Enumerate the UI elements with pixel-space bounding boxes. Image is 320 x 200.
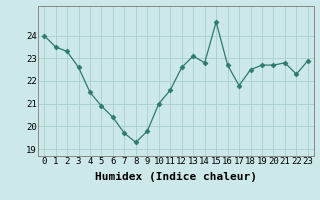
X-axis label: Humidex (Indice chaleur): Humidex (Indice chaleur) <box>95 172 257 182</box>
